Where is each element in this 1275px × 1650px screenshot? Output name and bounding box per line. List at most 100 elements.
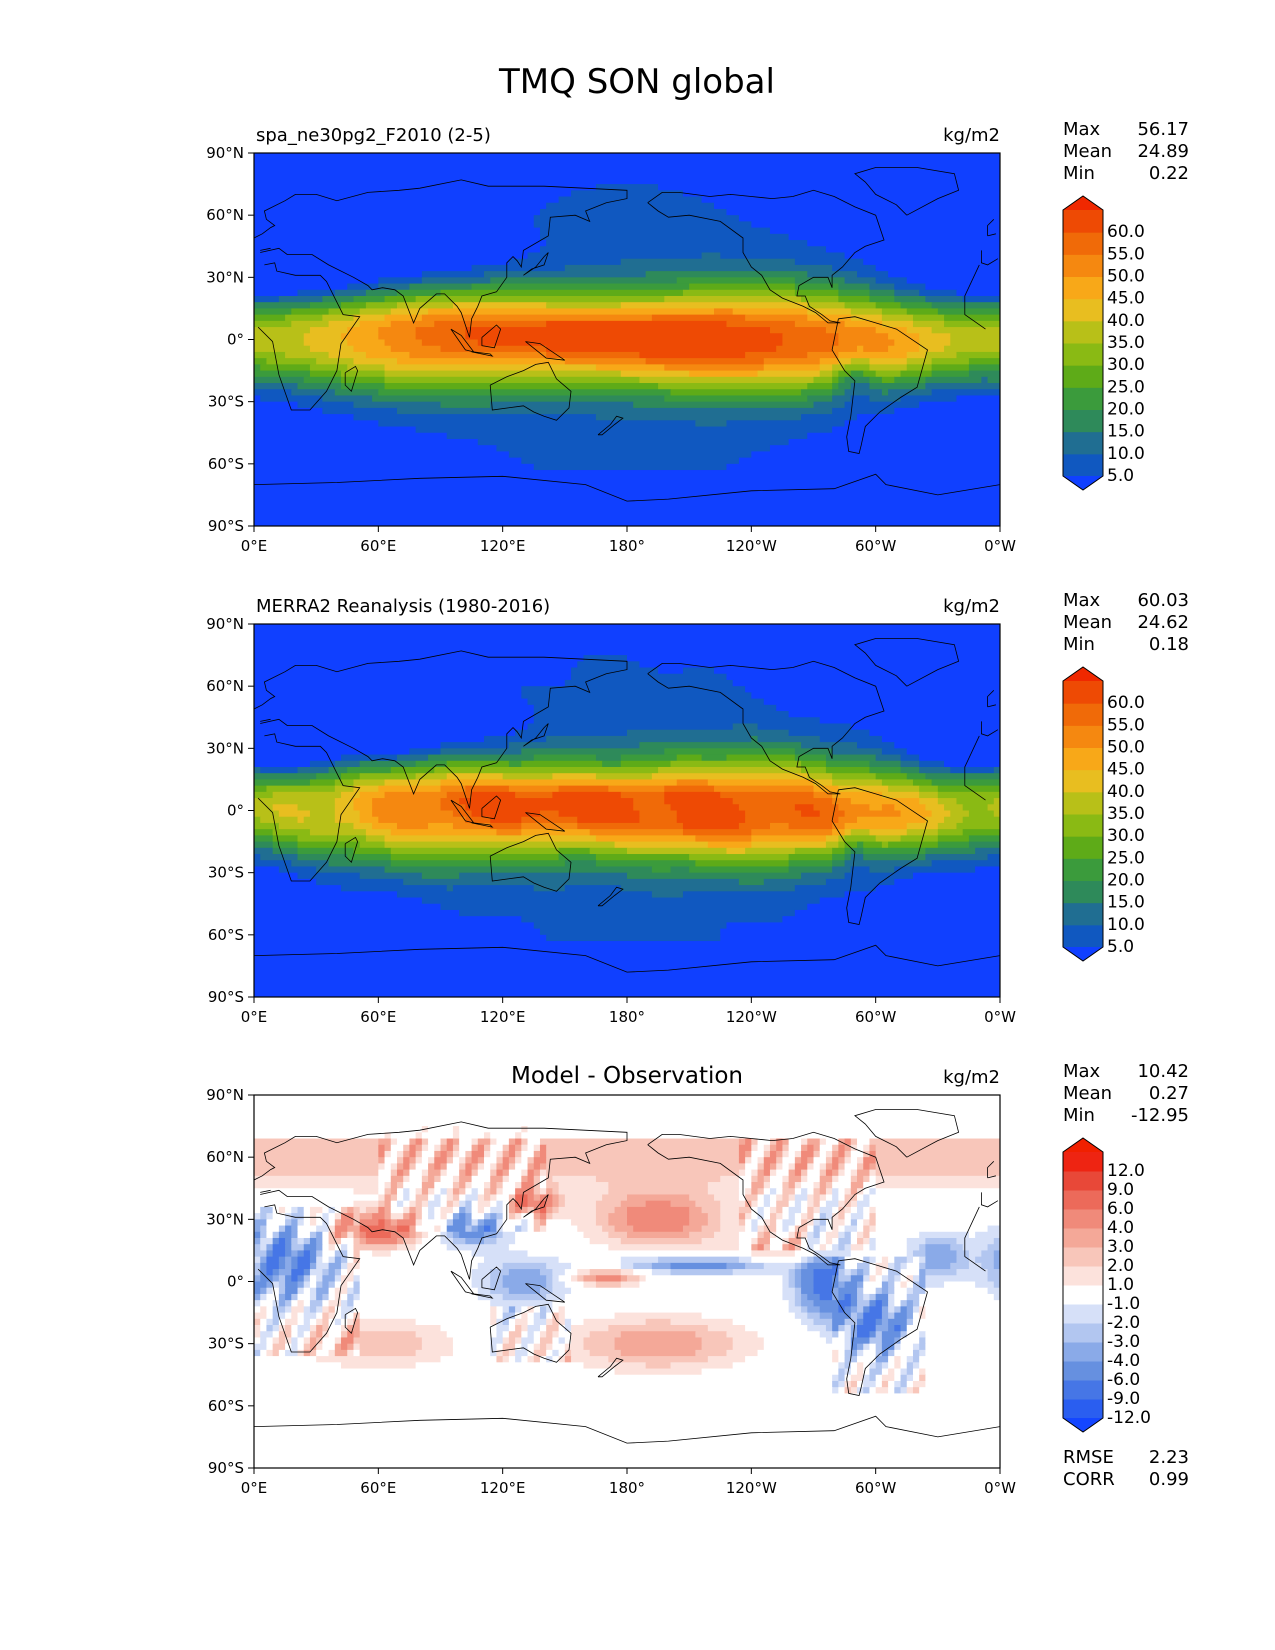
contour-cell (819, 1163, 827, 1171)
contour-cell (931, 860, 1000, 868)
contour-cell (900, 302, 933, 310)
contour-cell (508, 1331, 522, 1339)
contour-cell (254, 1182, 379, 1189)
contour-cell (303, 339, 348, 347)
contour-cell (832, 1163, 839, 1171)
contour-cell (838, 1287, 858, 1295)
contour-cell (906, 1356, 914, 1363)
contour-cell (254, 698, 529, 706)
contour-cell (919, 785, 939, 793)
contour-cell (471, 1206, 479, 1214)
contour-cell (931, 358, 970, 365)
coastline (647, 1131, 885, 1266)
contour-cell (490, 816, 522, 824)
contour-cell (857, 1343, 864, 1351)
contour-cell (639, 1281, 784, 1289)
contour-cell (347, 1250, 355, 1258)
contour-cell (266, 1256, 280, 1264)
contour-cell (297, 1262, 311, 1270)
contour-cell (421, 897, 821, 905)
contour-cell (838, 1368, 846, 1376)
contour-cell (384, 1206, 392, 1214)
contour-cell (260, 395, 323, 403)
contour-cell (415, 1318, 491, 1326)
contour-cell (564, 1293, 784, 1301)
contour-cell (769, 1182, 784, 1189)
contour-cell (869, 1275, 877, 1283)
contour-cell (912, 1300, 920, 1307)
contour-cell (477, 1163, 485, 1171)
contour-cell (794, 1182, 802, 1189)
contour-cell (763, 1194, 771, 1202)
contour-cell (751, 835, 827, 843)
contour-cell (254, 208, 541, 216)
contour-cell (254, 648, 1000, 656)
contour-cell (869, 766, 902, 774)
contour-cell (832, 822, 846, 830)
contour-cell (465, 333, 784, 341)
contour-cell (254, 928, 541, 936)
contour-cell (850, 1293, 858, 1301)
contour-cell (900, 1269, 920, 1276)
contour-cell (993, 798, 1000, 805)
contour-cell (763, 878, 827, 886)
contour-cell (254, 395, 261, 403)
contour-cell (962, 1244, 989, 1252)
contour-cell (521, 1325, 529, 1332)
contour-cell (378, 1182, 386, 1189)
contour-cell (863, 1188, 871, 1196)
contour-cell (490, 1337, 504, 1345)
contour-cell (254, 909, 460, 917)
contour-cell (863, 1175, 871, 1183)
contour-cell (757, 1349, 833, 1357)
contour-cell (757, 1138, 771, 1146)
contour-cell (832, 376, 839, 384)
contour-cell (875, 1163, 1000, 1171)
contour-cell (701, 1225, 721, 1233)
contour-cell (844, 1231, 852, 1239)
contour-cell (254, 1144, 379, 1152)
contour-cell (328, 1293, 336, 1301)
contour-cell (925, 1275, 989, 1283)
contour-cell (477, 1225, 485, 1233)
rmse-value: 2.23 (1149, 1447, 1189, 1468)
contour-cell (757, 1331, 821, 1339)
contour-cell (465, 1163, 473, 1171)
colorbar-label: -2.0 (1107, 1313, 1140, 1333)
contour-cell (919, 1269, 926, 1276)
contour-cell (254, 1194, 379, 1202)
contour-cell (863, 1380, 877, 1388)
contour-cell (452, 1126, 460, 1133)
contour-cell (309, 1293, 317, 1301)
contour-cell (309, 1331, 317, 1339)
contour-cell (539, 1175, 547, 1183)
contour-cell (446, 1200, 454, 1208)
contour-cell (651, 773, 808, 781)
contour-cell (863, 1231, 871, 1239)
contour-cell (477, 438, 790, 446)
contour-cell (608, 1188, 709, 1196)
contour-cell (726, 1262, 746, 1270)
contour-cell (266, 1312, 274, 1320)
contour-cell (260, 1275, 274, 1283)
contour-cell (844, 1219, 852, 1227)
contour-cell (254, 624, 1000, 631)
contour-cell (875, 1356, 889, 1363)
contour-cell (751, 1188, 759, 1196)
stat-label: Max (1063, 119, 1101, 140)
contour-cell (875, 885, 1000, 892)
contour-cell (328, 766, 348, 774)
contour-cell (434, 1175, 442, 1183)
contour-cell (788, 1200, 796, 1208)
contour-cell (825, 841, 839, 849)
contour-cell (869, 1169, 877, 1177)
contour-cell (937, 791, 1000, 799)
contour-cell (266, 1250, 274, 1258)
contour-cell (850, 1157, 858, 1164)
contour-cell (490, 1300, 553, 1307)
contour-cell (341, 1343, 348, 1351)
contour-cell (521, 1356, 529, 1363)
contour-cell (881, 1269, 889, 1276)
contour-cell (260, 1331, 274, 1339)
contour-cell (844, 364, 871, 372)
